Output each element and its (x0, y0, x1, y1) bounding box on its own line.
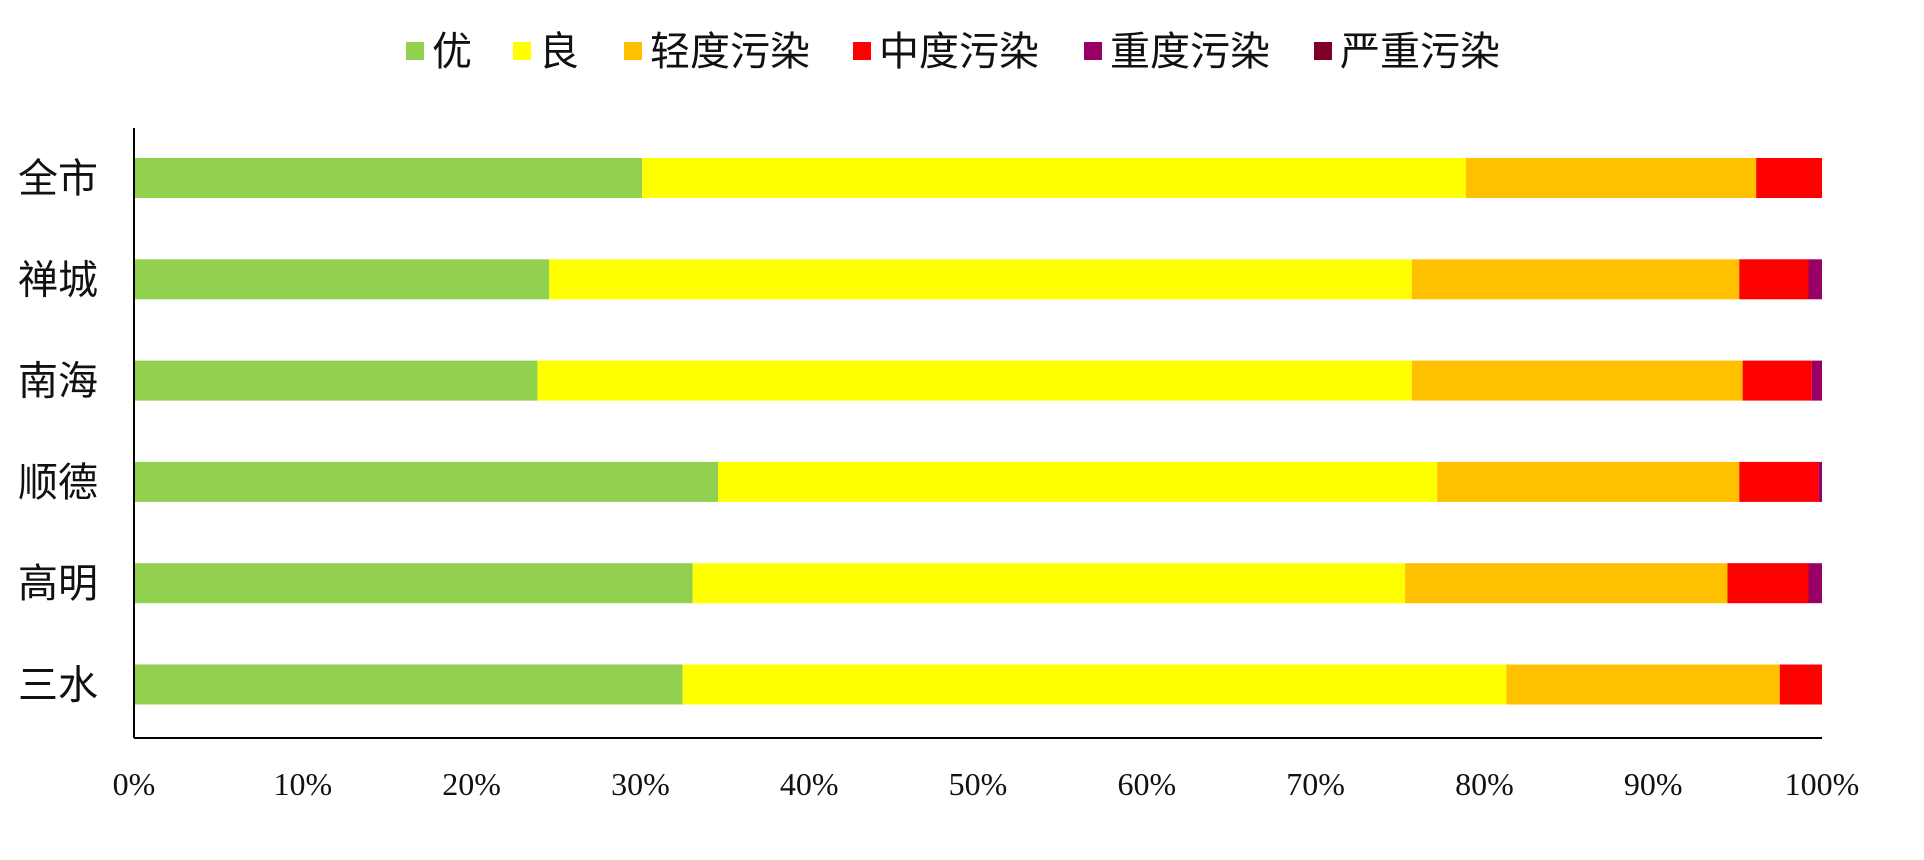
x-tick-label-9: 80% (1455, 766, 1514, 802)
legend: 优 良 轻度污染 中度污染 重度污染 严重污染 (406, 29, 1500, 75)
legend-swatch-3 (624, 42, 642, 60)
x-tick-label-7: 60% (1117, 766, 1176, 802)
bar-segment-5-2 (692, 563, 1406, 604)
x-tick-labels: 0% 10% 20% 30% 40% 50% 60% 70% 80% 90% 100% (113, 766, 1860, 802)
bar-segment-2-5 (1808, 259, 1822, 300)
x-tick-label-10: 90% (1624, 766, 1683, 802)
bar-segment-2-1 (134, 259, 550, 300)
x-tick-label-8: 70% (1286, 766, 1345, 802)
bar-segment-1-4 (1756, 158, 1822, 198)
bar-segment-3-3 (1411, 360, 1743, 401)
bar-segment-5-5 (1808, 563, 1822, 604)
legend-label-6: 严重污染 (1340, 29, 1500, 75)
category-label-5: 高明 (18, 561, 98, 607)
bar-segment-3-2 (537, 360, 1412, 401)
bar-segment-6-3 (1506, 664, 1780, 705)
bar-segment-4-4 (1739, 461, 1819, 502)
bar-segment-1-1 (134, 158, 643, 198)
category-label-3: 南海 (18, 359, 98, 405)
bar-segment-2-2 (549, 259, 1412, 300)
legend-swatch-1 (406, 42, 424, 60)
legend-label-4: 中度污染 (879, 29, 1039, 75)
bar-segment-6-4 (1779, 664, 1822, 705)
category-label-2: 禅城 (18, 257, 98, 303)
bar-segment-5-4 (1727, 563, 1809, 604)
bar-segment-4-5 (1818, 461, 1822, 502)
legend-swatch-5 (1084, 42, 1102, 60)
x-tick-label-5: 40% (780, 766, 839, 802)
legend-label-5: 重度污染 (1110, 29, 1270, 75)
bar-segment-4-1 (134, 461, 719, 502)
category-label-1: 全市 (18, 156, 98, 202)
bar-segment-3-5 (1811, 360, 1822, 401)
legend-swatch-6 (1314, 42, 1332, 60)
bar-segment-5-3 (1405, 563, 1728, 604)
bar-segment-2-3 (1411, 259, 1740, 300)
legend-label-2: 良 (539, 29, 579, 75)
x-tick-label-2: 10% (273, 766, 332, 802)
bar-segment-6-2 (682, 664, 1507, 705)
legend-label-1: 优 (432, 29, 472, 75)
x-tick-label-6: 50% (949, 766, 1008, 802)
x-tick-label-3: 20% (442, 766, 501, 802)
bar-segment-4-3 (1437, 461, 1740, 502)
bar-segment-1-2 (642, 158, 1466, 198)
bar-segment-6-1 (134, 664, 683, 705)
category-label-6: 三水 (18, 663, 98, 709)
bar-segment-2-4 (1739, 259, 1809, 300)
legend-swatch-2 (513, 42, 531, 60)
legend-label-3: 轻度污染 (650, 29, 810, 75)
x-tick-label-1: 0% (113, 766, 156, 802)
bar-segment-1-3 (1465, 158, 1757, 198)
bar-segment-3-1 (134, 360, 538, 401)
bar-segment-3-4 (1742, 360, 1812, 401)
x-tick-label-11: 100% (1785, 766, 1860, 802)
category-label-4: 顺德 (18, 460, 98, 506)
x-tick-label-4: 30% (611, 766, 670, 802)
legend-swatch-4 (853, 42, 871, 60)
bar-segment-4-2 (718, 461, 1438, 502)
bar-segment-5-1 (134, 563, 693, 604)
plot-area (134, 158, 1822, 705)
